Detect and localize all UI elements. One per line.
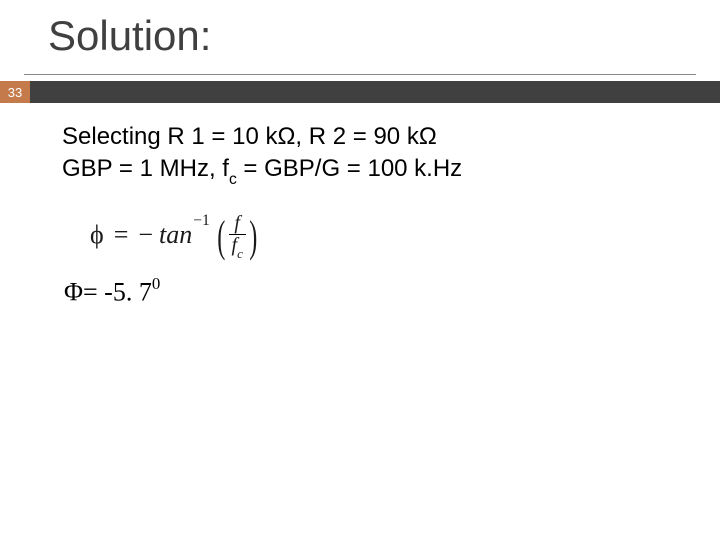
- formula: ϕ = − tan −1 ( f fc ): [90, 212, 672, 258]
- right-paren: ): [249, 217, 257, 257]
- inverse-superscript: −1: [193, 212, 210, 230]
- equals-sign: =: [114, 220, 129, 250]
- line2-part-a: GBP = 1 MHz, f: [62, 155, 229, 182]
- minus-sign: −: [138, 220, 153, 250]
- omega-2: Ω: [419, 123, 437, 150]
- line1-part-b: , R 2 = 90 k: [295, 123, 418, 150]
- body-line-1: Selecting R 1 = 10 kΩ, R 2 = 90 kΩ: [62, 121, 672, 153]
- phi-symbol: ϕ: [90, 220, 104, 250]
- result-superscript: 0: [152, 274, 160, 293]
- line1-part-a: Selecting R 1 = 10 k: [62, 123, 277, 150]
- result-line: Φ= -5. 70: [62, 276, 672, 308]
- result-text: = -5. 7: [83, 278, 152, 307]
- fraction: f fc: [229, 213, 246, 259]
- slide-number-bar: 33: [0, 81, 720, 103]
- den-sub: c: [237, 246, 243, 261]
- fraction-denominator: fc: [229, 235, 246, 259]
- tan-wrap: tan −1: [159, 220, 210, 250]
- slide-number-badge: 33: [0, 81, 30, 103]
- omega-1: Ω: [277, 123, 295, 150]
- title-area: Solution:: [0, 0, 720, 72]
- fraction-numerator: f: [231, 213, 243, 234]
- title-underline: [24, 74, 696, 75]
- slide-title: Solution:: [48, 12, 720, 60]
- line2-subscript: c: [229, 171, 237, 188]
- line2-part-b: = GBP/G = 100 k.Hz: [237, 155, 462, 182]
- slide-bar: [30, 81, 720, 103]
- body-line-2: GBP = 1 MHz, fc = GBP/G = 100 k.Hz: [62, 153, 672, 188]
- content-area: Selecting R 1 = 10 kΩ, R 2 = 90 kΩ GBP =…: [0, 103, 720, 308]
- left-paren: (: [217, 217, 225, 257]
- phi-cap: Φ: [64, 278, 83, 307]
- tan-text: tan: [159, 220, 192, 250]
